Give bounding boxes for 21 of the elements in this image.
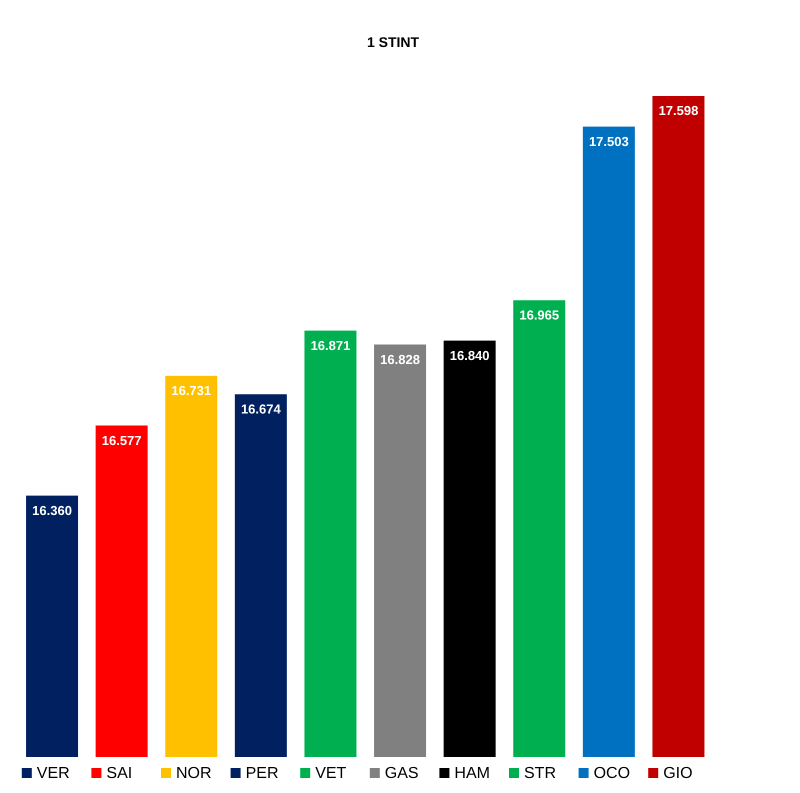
x-tick-label: GIO (663, 765, 693, 782)
data-label: 16.674 (240, 401, 282, 416)
data-label: 16.828 (380, 352, 420, 367)
data-label: 16.731 (171, 383, 212, 398)
chart-title: 1 STINT (366, 34, 420, 50)
x-tick-label: STR (524, 765, 556, 782)
data-label: 17.503 (588, 134, 629, 149)
x-tick-label: PER (246, 765, 279, 782)
x-tick-label: GAS (384, 765, 419, 782)
x-tick-label: VET (315, 765, 347, 782)
data-label: 16.871 (310, 338, 350, 353)
data-label: 16.965 (519, 308, 560, 323)
data-label: 16.577 (102, 432, 142, 448)
x-tick-label: OCO (594, 765, 630, 782)
x-tick-label: VER (36, 765, 70, 782)
data-label: 16.360 (32, 502, 72, 518)
data-label: 17.598 (658, 103, 698, 118)
x-tick-label: HAM (454, 765, 490, 782)
data-label: 16.840 (450, 348, 490, 363)
x-tick-label: SAI (106, 765, 132, 782)
x-tick-label: NOR (176, 765, 212, 782)
